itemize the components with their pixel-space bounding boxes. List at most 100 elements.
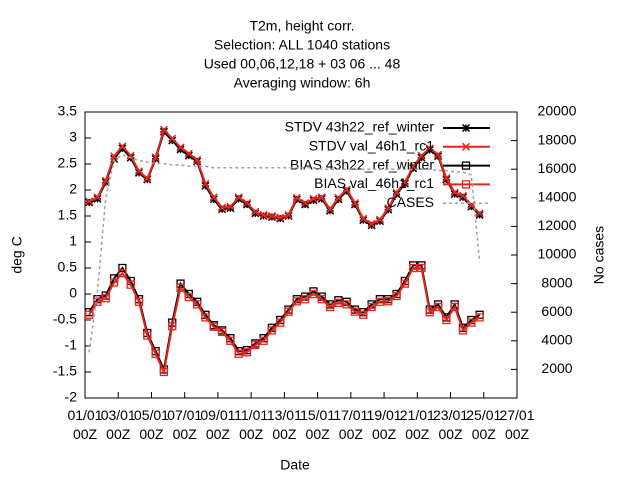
marker — [193, 155, 202, 164]
marker — [359, 214, 368, 223]
y-tick-label: -0.5 — [53, 311, 77, 327]
marker — [342, 300, 351, 309]
marker — [251, 207, 260, 216]
marker — [259, 336, 268, 345]
marker — [259, 210, 268, 219]
marker — [458, 193, 468, 202]
marker — [417, 153, 426, 162]
x-tick-label: 21/01 00Z — [399, 407, 435, 442]
y-tick-label: 2.5 — [58, 155, 78, 171]
marker — [301, 198, 310, 208]
marker — [326, 205, 335, 214]
y2-tick-label: 12000 — [538, 217, 577, 233]
chart-title: Used 00,06,12,18 + 03 06 ... 48 — [204, 56, 401, 72]
x-tick-label: 07/01 00Z — [167, 407, 203, 442]
marker — [234, 194, 243, 203]
x-tick-label: 15/01 00Z — [300, 407, 336, 442]
marker — [325, 302, 335, 312]
marker — [458, 191, 468, 200]
marker — [209, 195, 218, 204]
legend-label: BIAS val_46h1_rc1 — [314, 175, 434, 191]
marker — [458, 326, 468, 335]
marker — [375, 215, 384, 224]
chart-title: T2m, height corr. — [249, 18, 354, 34]
marker — [350, 307, 360, 316]
marker — [93, 193, 102, 202]
marker — [201, 181, 210, 190]
marker — [234, 349, 243, 358]
legend-marker — [461, 123, 471, 133]
marker — [126, 151, 135, 160]
marker — [101, 176, 110, 185]
marker — [101, 294, 110, 303]
marker — [292, 193, 301, 202]
legend-marker — [461, 161, 471, 170]
marker — [184, 149, 193, 158]
marker — [118, 263, 127, 273]
chart-title: Selection: ALL 1040 stations — [214, 37, 390, 53]
marker — [168, 134, 177, 143]
marker — [93, 297, 102, 306]
marker — [267, 326, 277, 335]
marker — [384, 204, 393, 213]
y2-tick-label: 14000 — [538, 189, 577, 205]
y-tick-label: -2 — [65, 389, 78, 405]
marker — [242, 198, 252, 208]
marker — [118, 142, 127, 151]
x-tick-label: 09/01 00Z — [200, 407, 236, 442]
marker — [151, 349, 160, 358]
marker — [425, 145, 434, 154]
x-tick-label: 25/01 00Z — [466, 407, 502, 442]
marker — [284, 307, 293, 316]
y2-tick-label: 16000 — [538, 160, 577, 176]
y2-tick-label: 10000 — [538, 246, 577, 262]
marker — [109, 278, 119, 287]
y-tick-label: -1.5 — [53, 363, 77, 379]
marker — [242, 348, 252, 357]
marker — [334, 193, 343, 202]
marker — [475, 210, 484, 219]
marker — [450, 190, 459, 199]
marker — [409, 263, 418, 273]
marker — [151, 153, 160, 162]
marker — [226, 202, 235, 211]
marker — [284, 210, 293, 219]
marker — [201, 179, 210, 188]
marker — [375, 297, 385, 306]
marker — [359, 216, 368, 225]
y2-tick-label: 20000 — [538, 103, 577, 119]
series-line — [88, 154, 481, 353]
marker — [425, 144, 434, 153]
marker — [93, 194, 102, 203]
marker — [367, 221, 376, 230]
y-tick-label: 0 — [69, 285, 77, 301]
marker — [110, 152, 119, 161]
marker — [159, 125, 168, 134]
y2-tick-label: 18000 — [538, 131, 577, 147]
legend-marker — [461, 142, 471, 151]
legend-label: BIAS 43h22_ref_winter — [290, 156, 434, 172]
y-tick-label: -1 — [65, 337, 78, 353]
marker — [292, 297, 301, 306]
y-tick-label: 3 — [69, 129, 77, 145]
marker — [251, 340, 260, 350]
marker — [433, 302, 443, 312]
marker — [442, 315, 451, 325]
marker — [168, 322, 177, 331]
marker — [168, 136, 177, 145]
marker — [350, 198, 360, 208]
plot-frame — [84, 111, 518, 399]
y-tick-label: 0.5 — [58, 259, 78, 275]
marker — [417, 263, 426, 273]
y2-tick-label: 6000 — [541, 303, 572, 319]
marker — [417, 151, 426, 160]
marker — [317, 295, 326, 304]
marker — [309, 196, 318, 205]
y-tick-label: 3.5 — [58, 103, 78, 119]
marker — [276, 213, 285, 222]
marker — [267, 211, 276, 221]
marker — [450, 302, 459, 312]
marker — [317, 193, 326, 202]
